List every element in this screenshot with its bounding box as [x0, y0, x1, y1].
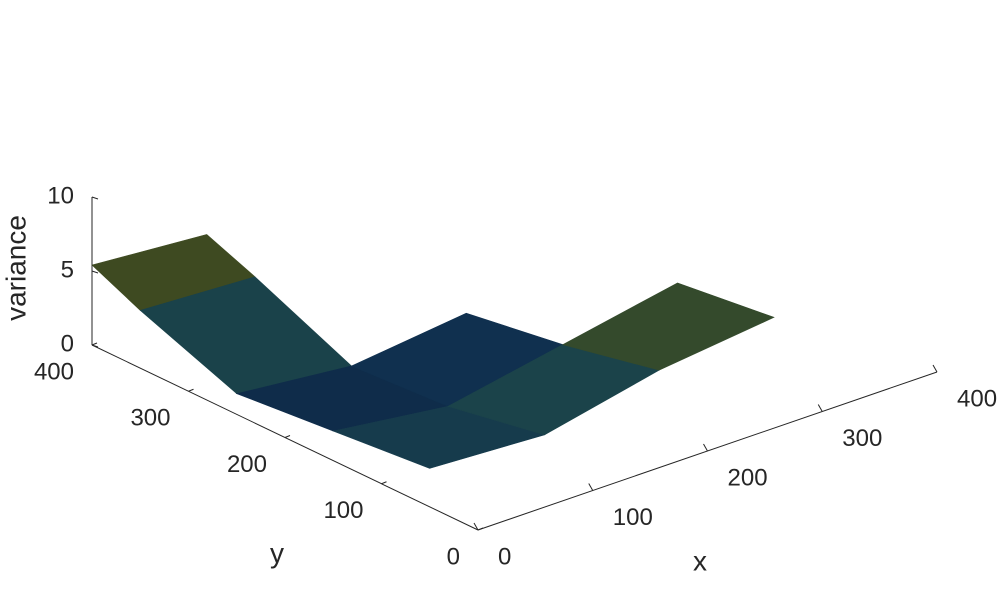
x-tick [817, 404, 823, 412]
y-axis-title: y [270, 537, 284, 568]
x-axis-title: x [693, 545, 707, 576]
z-tick [91, 344, 99, 348]
z-tick [91, 196, 99, 200]
x-tick [932, 364, 938, 373]
x-tick-label: 300 [842, 425, 882, 452]
y-tick [91, 342, 98, 346]
y-tick-label: 200 [227, 451, 267, 478]
y-tick [284, 435, 291, 438]
y-tick-label: 100 [323, 497, 363, 524]
y-tick-label: 0 [447, 543, 460, 570]
z-tick-label: 5 [61, 256, 74, 283]
x-tick [473, 522, 479, 531]
y-tick [477, 527, 484, 531]
x-tick-label: 100 [613, 504, 653, 531]
z-tick [91, 270, 99, 274]
z-tick-label: 10 [47, 182, 74, 209]
y-tick-label: 400 [34, 358, 74, 385]
x-tick-label: 0 [498, 543, 511, 570]
z-axis-title: variance [0, 215, 31, 321]
x-tick [588, 483, 594, 491]
z-tick-label: 0 [61, 330, 74, 357]
surface-patch [561, 282, 775, 371]
x-tick-label: 200 [728, 464, 768, 491]
y-tick-label: 300 [130, 405, 170, 432]
x-tick-label: 400 [957, 385, 997, 412]
y-tick [188, 388, 194, 392]
x-tick [703, 443, 708, 452]
y-tick [381, 481, 387, 485]
